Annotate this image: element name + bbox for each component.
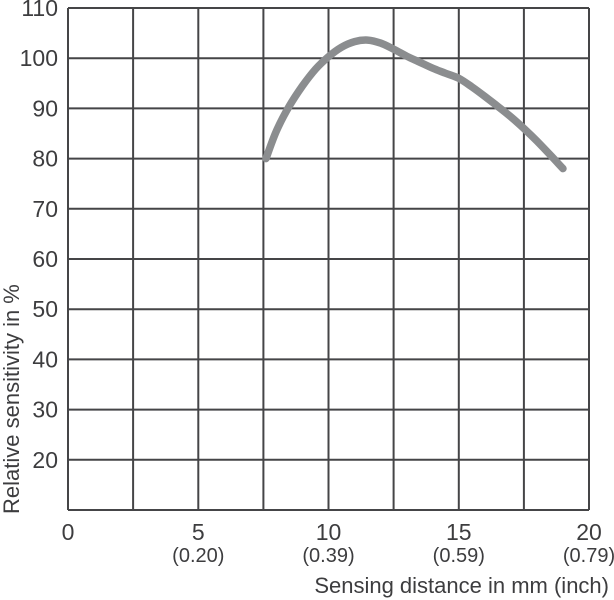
y-axis-tick-labels: 110 100 90 80 70 60 50 40 30 20 [20,0,58,473]
x-tick-inch-label: (0.39) [302,545,354,567]
y-tick-label: 100 [20,45,58,71]
y-tick-label: 80 [32,146,58,172]
x-tick-label: 20 [576,519,602,545]
y-tick-label: 110 [21,0,58,21]
y-tick-label: 90 [32,95,58,121]
grid [67,7,590,511]
x-axis-title: Sensing distance in mm (inch) [314,573,609,598]
x-axis-tick-labels: 0 5(0.20) 10(0.39) 15(0.59) 20(0.79) [62,519,614,567]
x-tick-label: 5 [192,519,205,545]
x-tick-inch-label: (0.59) [433,545,485,567]
y-tick-label: 70 [32,196,58,222]
x-tick-inch-label: (0.20) [172,545,224,567]
y-tick-label: 40 [32,346,58,372]
x-tick-label: 10 [316,519,342,545]
relative-sensitivity-curve [262,36,567,173]
y-tick-label: 20 [32,447,58,473]
y-tick-label: 30 [32,397,58,423]
y-axis-title: Relative sensitivity in % [0,284,24,514]
x-tick-label: 15 [446,519,472,545]
x-tick-label: 0 [62,519,75,545]
x-tick-inch-label: (0.79) [563,545,614,567]
y-tick-label: 50 [32,296,58,322]
y-tick-label: 60 [32,246,58,272]
